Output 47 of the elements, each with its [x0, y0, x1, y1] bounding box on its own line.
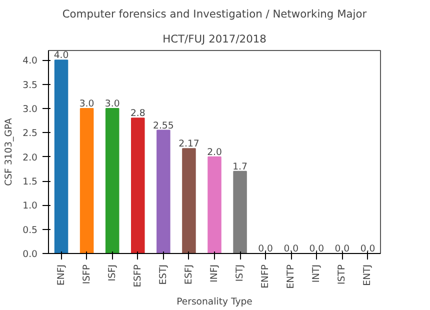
data-label: 0.0: [309, 244, 324, 254]
data-label: 2.55: [153, 120, 174, 132]
x-tick-label: ESFJ: [183, 264, 194, 284]
x-tick-label: ENFJ: [56, 264, 67, 286]
x-tick-label: ISFJ: [106, 264, 118, 282]
data-label: 2.17: [178, 138, 200, 150]
x-tick-label: ESTJ: [158, 264, 169, 285]
y-tick-label: 2.0: [22, 152, 38, 164]
y-tick-label: 2.5: [22, 128, 38, 140]
x-tick-label: ENFP: [260, 264, 272, 288]
bar: [233, 170, 247, 254]
bar: [54, 60, 68, 254]
data-label: 2.8: [130, 108, 146, 120]
y-tick-label: 0.5: [22, 224, 38, 236]
y-tick-label: 0.0: [22, 249, 38, 260]
bar: [208, 156, 222, 254]
data-label: 1.7: [232, 161, 248, 172]
bar: [80, 108, 94, 254]
x-tick-label: ISTP: [336, 264, 348, 284]
x-tick-label: ESFP: [132, 264, 144, 288]
y-tick-label: 3.5: [22, 80, 38, 91]
x-tick-label: INFJ: [209, 264, 220, 282]
data-label: 0.0: [284, 244, 299, 254]
chart-title: Computer forensics and Investigation / Networking Major: [62, 8, 368, 20]
x-tick-label: ISFP: [81, 264, 92, 284]
x-tick-label: ENTP: [286, 264, 297, 289]
y-tick-label: 1.5: [22, 176, 38, 188]
x-tick-label: INTJ: [311, 264, 322, 283]
y-tick-label: 4.0: [22, 56, 38, 67]
bar: [105, 108, 120, 254]
bar: [182, 148, 196, 254]
data-label: 0.0: [360, 244, 376, 254]
data-label: 3.0: [79, 98, 94, 110]
data-label: 0.0: [258, 244, 274, 254]
data-label: 0.0: [334, 244, 350, 254]
data-label: 2.0: [207, 146, 222, 158]
x-tick-label: ISTJ: [234, 264, 246, 282]
bar: [131, 118, 145, 254]
bar: [156, 130, 170, 254]
x-tick-label: ENTJ: [362, 264, 374, 286]
data-label: 3.0: [104, 98, 120, 110]
y-axis-title: CSF 3103_GPA: [4, 117, 15, 186]
chart-subtitle: HCT/FUJ 2017/2018: [162, 32, 267, 46]
y-tick-label: 3.0: [22, 104, 38, 115]
y-tick-label: 1.0: [22, 200, 38, 212]
x-axis-title: Personality Type: [176, 296, 253, 308]
data-label: 4.0: [54, 50, 69, 62]
